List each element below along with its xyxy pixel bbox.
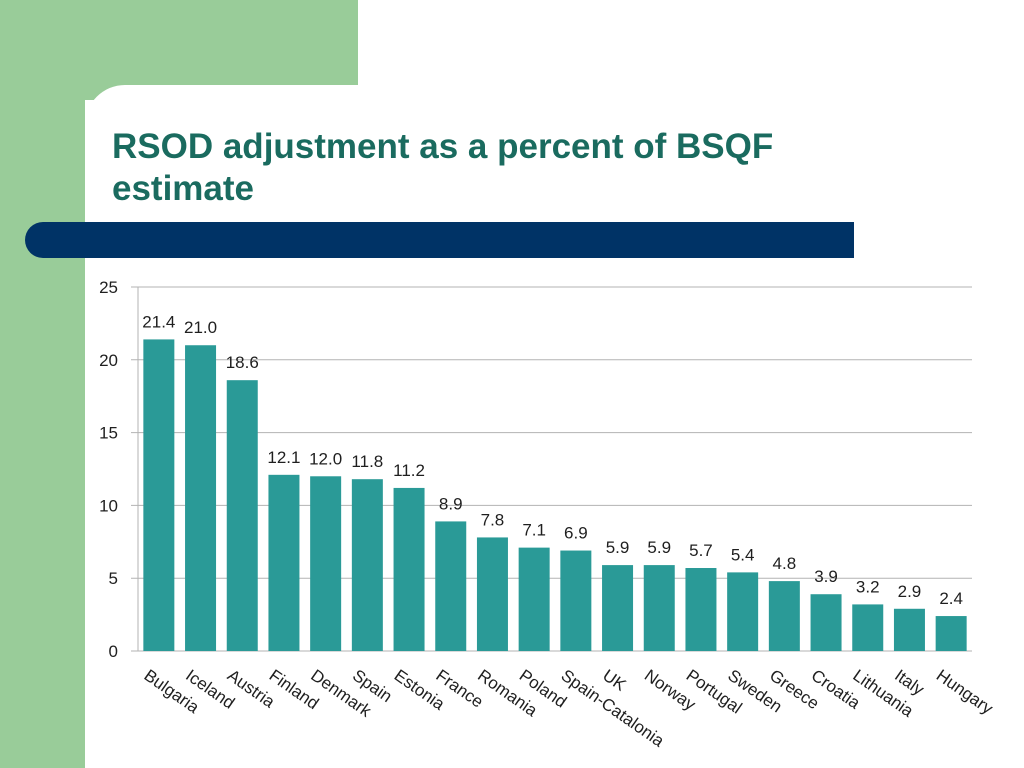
bar <box>935 616 967 651</box>
bar <box>685 568 717 651</box>
bar <box>268 474 300 651</box>
data-label: 12.1 <box>267 448 300 467</box>
data-label: 5.4 <box>731 545 755 564</box>
bar <box>643 565 675 651</box>
data-label: 3.2 <box>856 577 880 596</box>
bar <box>768 581 800 651</box>
bar <box>393 487 425 651</box>
data-label: 11.2 <box>393 461 425 480</box>
slide-title: RSOD adjustment as a percent of BSQF est… <box>112 127 774 208</box>
x-axis-tick-labels: BulgariaIcelandAustriaFinlandDenmarkSpai… <box>141 666 997 751</box>
data-label: 11.8 <box>351 452 383 471</box>
data-label: 3.9 <box>814 567 838 586</box>
bar <box>602 565 634 651</box>
data-label: 5.7 <box>689 541 713 560</box>
bar <box>560 550 592 651</box>
data-label: 2.9 <box>898 582 922 601</box>
y-tick-label: 5 <box>109 569 118 588</box>
data-label: 21.0 <box>184 318 217 337</box>
data-label: 8.9 <box>439 494 463 513</box>
bar <box>852 604 884 651</box>
y-tick-label: 0 <box>109 642 118 661</box>
bar <box>810 594 842 651</box>
bar <box>476 537 508 651</box>
data-label: 4.8 <box>773 554 797 573</box>
data-label: 12.0 <box>309 449 342 468</box>
data-label: 5.9 <box>647 538 671 557</box>
bar <box>143 339 175 651</box>
accent-strip <box>0 0 85 768</box>
bar <box>893 608 925 651</box>
y-tick-label: 25 <box>99 278 118 297</box>
y-axis-tick-labels: 0 5 10 15 20 25 <box>99 278 118 661</box>
data-label: 7.1 <box>522 521 546 540</box>
data-label: 21.4 <box>142 312 175 331</box>
data-label: 2.4 <box>939 589 963 608</box>
data-label: 18.6 <box>226 353 259 372</box>
title-underline-bar <box>25 222 854 258</box>
accent-corner <box>0 0 358 100</box>
bar <box>226 380 258 651</box>
x-tick-label: Hungary <box>933 666 997 719</box>
bars <box>143 339 967 651</box>
data-labels: 21.4 21.0 18.6 12.1 12.0 11.8 11.2 8.9 7.8 7.1 6.9… <box>142 312 963 608</box>
bar <box>727 572 759 651</box>
bar <box>518 547 550 651</box>
y-tick-label: 10 <box>99 496 118 515</box>
data-label: 5.9 <box>606 538 630 557</box>
data-label: 7.8 <box>481 510 505 529</box>
data-label: 6.9 <box>564 524 588 543</box>
bar <box>310 476 342 651</box>
bar <box>351 479 383 651</box>
y-tick-label: 15 <box>99 424 118 443</box>
y-tick-label: 20 <box>99 351 118 370</box>
bar <box>185 345 217 651</box>
bar <box>435 521 467 651</box>
